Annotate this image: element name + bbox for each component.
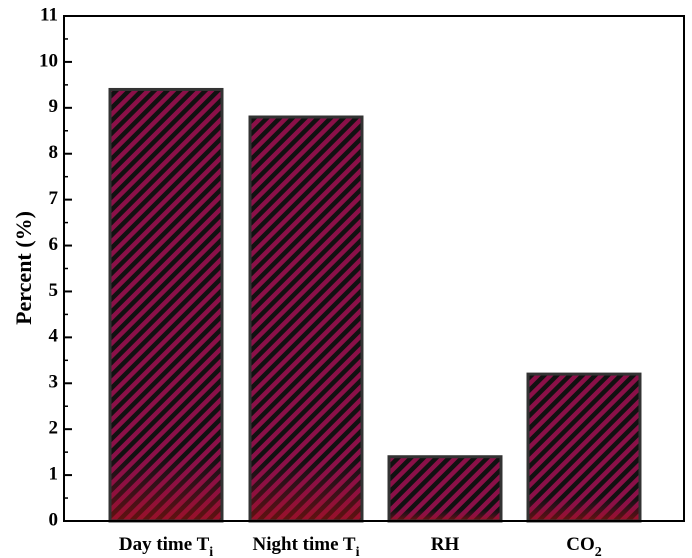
- y-tick-label: 1: [49, 463, 59, 484]
- x-category-main: CO: [566, 534, 595, 555]
- y-tick-label: 6: [49, 234, 59, 255]
- y-axis-title: Percent (%): [11, 211, 36, 325]
- bar-shade: [529, 375, 639, 520]
- y-tick-label: 11: [40, 4, 58, 25]
- x-category-label: Day time Ti: [119, 534, 213, 558]
- bar-shade: [111, 90, 221, 520]
- y-tick-label: 2: [49, 418, 59, 439]
- y-tick-label: 10: [39, 50, 58, 71]
- y-tick-label: 0: [49, 509, 59, 530]
- y-tick-label: 8: [49, 142, 59, 163]
- x-category-subscript: i: [356, 545, 360, 558]
- x-category-main: Day time T: [119, 534, 210, 555]
- bar-shade: [251, 118, 361, 520]
- x-category-main: RH: [431, 534, 460, 555]
- x-category-subscript: 2: [595, 545, 602, 558]
- bar-shade: [390, 458, 500, 520]
- y-tick-label: 9: [49, 96, 59, 117]
- bars-group: [108, 87, 642, 523]
- y-tick-label: 4: [49, 326, 59, 347]
- y-axis-ticks: 0 1 2 3 4 5 6 7 8 9 10 11: [39, 4, 72, 530]
- x-category-subscript: i: [209, 545, 213, 558]
- plot-frame: [63, 15, 685, 522]
- x-category-label: Night time Ti: [253, 534, 360, 558]
- x-category-label: CO2: [566, 534, 602, 558]
- x-category-label: RH: [431, 534, 460, 555]
- y-tick-label: 7: [49, 188, 59, 209]
- x-axis-labels: Day time Ti Night time Ti RH CO2: [119, 534, 602, 558]
- x-category-main: Night time T: [253, 534, 356, 555]
- y-tick-label: 5: [49, 280, 59, 301]
- y-tick-label: 3: [49, 372, 59, 393]
